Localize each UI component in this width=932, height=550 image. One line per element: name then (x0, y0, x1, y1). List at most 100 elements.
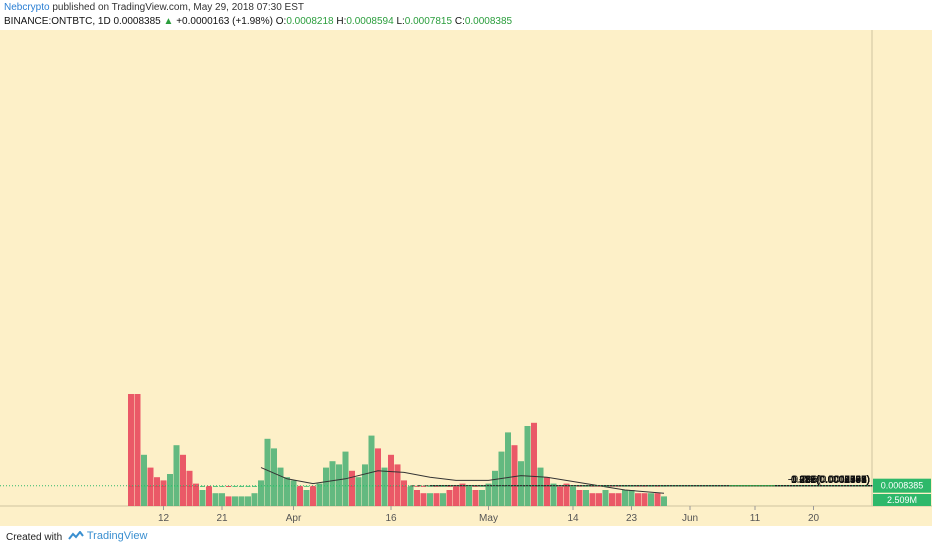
chart-header: Nebcrypto published on TradingView.com, … (0, 0, 932, 30)
volume-bar (511, 445, 518, 506)
time-tick-label: Jun (682, 513, 698, 524)
candle-body (440, 485, 446, 487)
volume-bar (329, 461, 336, 506)
candle-body (447, 485, 452, 487)
volume-bar (492, 470, 498, 506)
last-price: 0.0008385 (113, 16, 161, 27)
fib-level-label: 0.618(0.0006491) (791, 475, 870, 486)
candle-body (388, 485, 394, 487)
volume-bar (518, 461, 524, 506)
candle-body (434, 485, 439, 487)
volume-bar (297, 486, 303, 506)
volume-bar (199, 490, 206, 506)
candle-body (330, 485, 335, 487)
volume-bar (609, 493, 615, 506)
current-price-tag-label: 0.0008385 (881, 481, 924, 491)
volume-bar (544, 477, 550, 506)
candle-body (141, 485, 147, 487)
tradingview-brand-text: TradingView (86, 530, 148, 542)
tradingview-brand[interactable]: TradingView (68, 530, 147, 542)
volume-bar (368, 435, 375, 506)
volume-bar (362, 464, 368, 506)
change-up-icon: ▲ (163, 16, 174, 27)
volume-bar (570, 486, 576, 506)
candle-body (174, 485, 179, 487)
volume-bar (212, 493, 219, 506)
volume-bar (232, 496, 238, 506)
candle-body (167, 485, 173, 487)
volume-bar (661, 496, 667, 506)
volume-bar (186, 470, 193, 506)
open-label: O: (275, 16, 287, 27)
candle-body (395, 485, 400, 487)
price-change: +0.0000163 (+1.98%) (176, 16, 273, 27)
published-text: published on TradingView.com, May 29, 20… (49, 2, 304, 13)
volume-bar (141, 454, 147, 506)
price-axis[interactable]: 0.00130000.00120000.00110000.00100000.00… (872, 478, 931, 506)
fib-level-label: 1.618(0.0000978) (791, 475, 870, 486)
volume-bar (355, 477, 362, 506)
candle-body (453, 485, 459, 487)
candle-body (206, 485, 212, 487)
chart-background (0, 30, 932, 526)
volume-bar (128, 394, 134, 506)
volume-bar (303, 490, 310, 506)
price-chart[interactable]: -0.5(0.0012655)-0.382(0.0012004)-0.236(0… (0, 30, 932, 526)
volume-bar (193, 483, 199, 506)
volume-bar (440, 493, 446, 506)
volume-bar (654, 493, 661, 506)
volume-bar (524, 426, 531, 506)
candle-body (486, 485, 491, 487)
candle-body (239, 485, 244, 487)
volume-bar (576, 490, 583, 506)
volume-bar (459, 483, 466, 506)
volume-bar (615, 493, 622, 506)
volume-bar (167, 474, 173, 506)
time-tick-label: 16 (385, 513, 397, 524)
fib-level-label: 0.5(0.0007142) (802, 475, 870, 486)
time-tick-label: 14 (567, 513, 579, 524)
volume-bar (479, 490, 485, 506)
candle-body (226, 485, 231, 487)
author-link[interactable]: Nebcrypto (4, 2, 50, 13)
time-tick-label: 12 (158, 513, 170, 524)
volume-tag (873, 494, 931, 506)
candle-body (421, 485, 426, 487)
volume-bar (388, 454, 394, 506)
time-tick-label: 11 (750, 513, 761, 524)
candle-body (401, 485, 407, 487)
volume-bar (485, 483, 492, 506)
volume-bar (251, 493, 258, 506)
volume-bar (206, 486, 212, 506)
volume-bar (401, 480, 407, 506)
volume-bar (349, 470, 355, 506)
candle-body (291, 485, 296, 487)
footer: Created with TradingView (0, 526, 932, 550)
volume-bar (472, 490, 479, 506)
candle-body (369, 485, 374, 487)
tradingview-logo-icon (68, 531, 84, 540)
volume-bar (537, 467, 544, 506)
volume-bar (245, 496, 251, 506)
fib-level-label: 0.236(0.0008597) (791, 475, 870, 486)
time-tick-label: 20 (808, 513, 820, 524)
volume-bar (531, 422, 537, 506)
volume-bar (550, 483, 557, 506)
volume-bar (375, 448, 381, 506)
volume-bar (622, 490, 628, 506)
current-price-tag (873, 478, 931, 493)
volume-bar (264, 438, 271, 506)
volume-bar (414, 490, 420, 506)
volume-bar (420, 493, 427, 506)
volume-bar (134, 394, 141, 506)
candle-body (213, 485, 218, 487)
volume-bar (407, 486, 414, 506)
high-value: 0.0008594 (346, 16, 394, 27)
candle-body (375, 485, 381, 487)
candle-body (154, 485, 160, 487)
fib-level-label: -0.236(0.0011199) (789, 475, 870, 486)
time-axis[interactable]: 12 21 Apr 16 May 14 23 Jun 11 20 (158, 506, 820, 524)
candle-body (219, 485, 225, 487)
volume-bar (173, 445, 180, 506)
candle-body (356, 485, 361, 487)
